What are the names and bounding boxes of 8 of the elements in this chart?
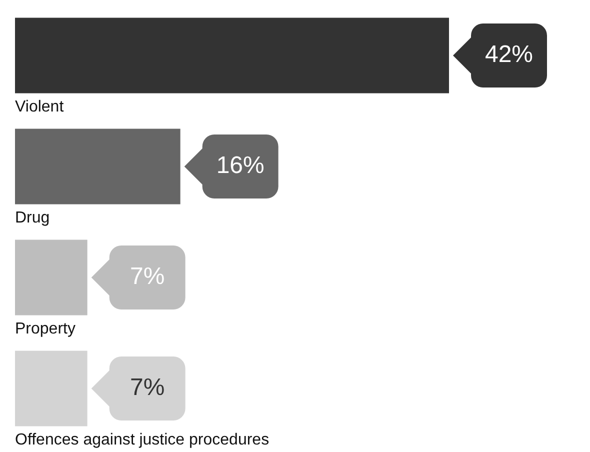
data-label: 7% — [130, 263, 165, 290]
data-label: 42% — [484, 41, 534, 68]
data-label: 16% — [216, 152, 264, 180]
data-label: 7% — [130, 374, 165, 402]
y-tick-label: Drug — [15, 210, 50, 227]
y-tick-label: Offences against justice procedures — [15, 432, 270, 449]
y-tick-label: Property — [15, 320, 76, 338]
y-tick-label: Violent — [15, 98, 64, 116]
